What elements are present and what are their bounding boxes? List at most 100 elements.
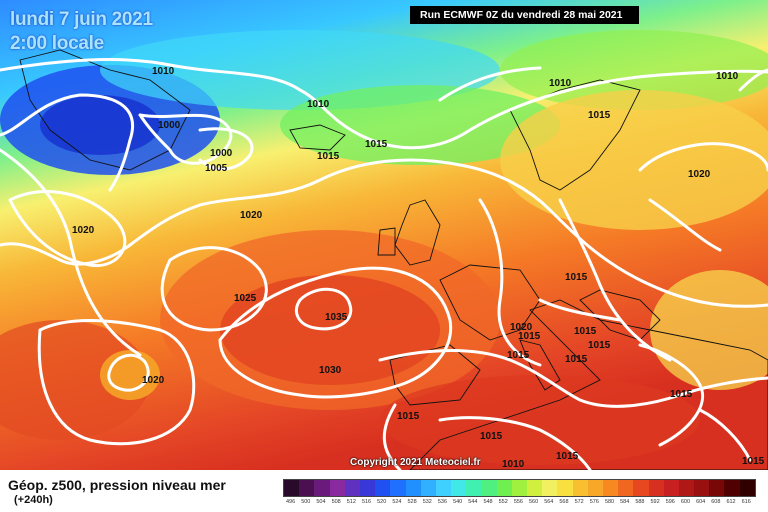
red-med-zone xyxy=(380,375,700,465)
scale-swatch xyxy=(344,480,360,496)
scale-swatch xyxy=(678,480,695,496)
color-scale xyxy=(283,479,756,497)
legend-subtitle: (+240h) xyxy=(14,494,53,506)
scale-swatch xyxy=(542,480,558,496)
scale-swatch xyxy=(633,480,649,496)
isobar-label: 1015 xyxy=(397,411,420,422)
isobar-label: 1020 xyxy=(688,169,711,180)
scale-label: 616 xyxy=(741,499,751,505)
scale-swatch xyxy=(511,480,527,496)
scale-swatch xyxy=(466,480,482,496)
scale-label: 572 xyxy=(574,499,584,505)
green-zone xyxy=(280,85,560,165)
yellow-scandinavia-zone xyxy=(500,90,768,230)
scale-label: 524 xyxy=(392,499,402,505)
scale-label: 588 xyxy=(635,499,645,505)
scale-swatch xyxy=(648,480,664,496)
isobar-label: 1015 xyxy=(565,354,588,365)
scale-label: 508 xyxy=(331,499,341,505)
isobar-label: 1010 xyxy=(152,66,175,77)
red-west-zone xyxy=(0,320,150,440)
isobar-labels: 1010 1000 1000 1005 1010 1015 1015 1010 … xyxy=(72,66,765,470)
scale-swatch xyxy=(435,480,452,496)
geopotential-map: 1010 1000 1000 1005 1010 1015 1015 1010 … xyxy=(0,0,768,470)
scale-label: 552 xyxy=(498,499,508,505)
scale-swatch xyxy=(329,480,345,496)
isobar-label: 1020 xyxy=(142,375,165,386)
isobars xyxy=(0,58,768,470)
scale-label: 600 xyxy=(680,499,691,505)
legend-title: Géop. z500, pression niveau mer xyxy=(8,477,226,493)
scale-label: 584 xyxy=(620,499,630,505)
isobar-label: 1015 xyxy=(588,340,611,351)
isobar-label: 1010 xyxy=(549,78,572,89)
scale-swatch xyxy=(405,480,421,496)
run-info: Run ECMWF 0Z du vendredi 28 mai 2021 xyxy=(410,6,639,24)
scale-swatch xyxy=(694,480,710,496)
copyright: Copyright 2021 Meteociel.fr xyxy=(350,457,481,468)
isobar-label: 1025 xyxy=(234,293,257,304)
scale-label: 528 xyxy=(407,499,417,505)
isobar-label: 1010 xyxy=(502,459,525,470)
scale-label: 608 xyxy=(711,499,721,505)
isobar-label: 1015 xyxy=(565,272,588,283)
scale-swatch xyxy=(390,480,406,496)
scale-swatch xyxy=(739,480,755,496)
scale-label: 516 xyxy=(361,499,372,505)
isobar-label: 1010 xyxy=(307,99,330,110)
scale-swatch xyxy=(496,480,512,496)
isobar-label: 1005 xyxy=(205,163,228,174)
scale-label: 580 xyxy=(604,499,615,505)
isobar-label: 1015 xyxy=(588,110,611,121)
isobar-label: 1015 xyxy=(365,139,388,150)
scale-label: 568 xyxy=(559,499,569,505)
scale-label: 592 xyxy=(650,499,660,505)
scale-label: 504 xyxy=(316,499,326,505)
scale-label: 540 xyxy=(453,499,463,505)
isobar-label: 1020 xyxy=(510,322,533,333)
isobar-label: 1015 xyxy=(480,431,503,442)
scale-label: 560 xyxy=(529,499,539,505)
isobar-label: 1020 xyxy=(72,225,95,236)
scale-swatch xyxy=(451,480,467,496)
isobar-label: 1015 xyxy=(574,326,597,337)
scale-swatch xyxy=(572,480,588,496)
yellow-east-zone xyxy=(650,270,768,390)
scale-swatch xyxy=(299,480,315,496)
scale-swatch xyxy=(618,480,634,496)
scale-swatch xyxy=(724,480,740,496)
scale-swatch xyxy=(557,480,573,496)
scale-label: 548 xyxy=(483,499,493,505)
scale-label: 612 xyxy=(726,499,736,505)
isobar-label: 1015 xyxy=(317,151,340,162)
isobar-label: 1015 xyxy=(742,456,765,467)
scale-label: 532 xyxy=(422,499,432,505)
isobar-label: 1015 xyxy=(670,389,693,400)
scale-label: 556 xyxy=(513,499,523,505)
isobar-label: 1010 xyxy=(716,71,739,82)
scale-swatch xyxy=(314,480,330,496)
isobar-label: 1000 xyxy=(210,148,233,159)
scale-swatch xyxy=(663,480,679,496)
isobar-label: 1015 xyxy=(518,331,541,342)
forecast-time: 2:00 locale xyxy=(10,33,104,54)
scale-label: 604 xyxy=(696,499,706,505)
isobar-label: 1035 xyxy=(325,312,348,323)
scale-swatch xyxy=(481,480,497,496)
scale-label: 544 xyxy=(468,499,478,505)
isobar-label: 1030 xyxy=(319,365,342,376)
color-scale-labels: 496 500 504 508 512 516 520 524 528 532 536 540 544 5… xyxy=(283,499,755,505)
isobar-label: 1020 xyxy=(240,210,263,221)
scale-swatch xyxy=(587,480,603,496)
scale-label: 564 xyxy=(544,499,554,505)
scale-label: 596 xyxy=(665,499,675,505)
scale-swatch xyxy=(375,480,391,496)
scale-swatch xyxy=(420,480,436,496)
forecast-date: lundi 7 juin 2021 xyxy=(10,9,153,30)
scale-label: 496 xyxy=(286,499,296,505)
isobar-label: 1000 xyxy=(158,120,181,131)
scale-label: 520 xyxy=(377,499,387,505)
isobar-label: 1015 xyxy=(507,350,530,361)
scale-label: 536 xyxy=(437,499,448,505)
